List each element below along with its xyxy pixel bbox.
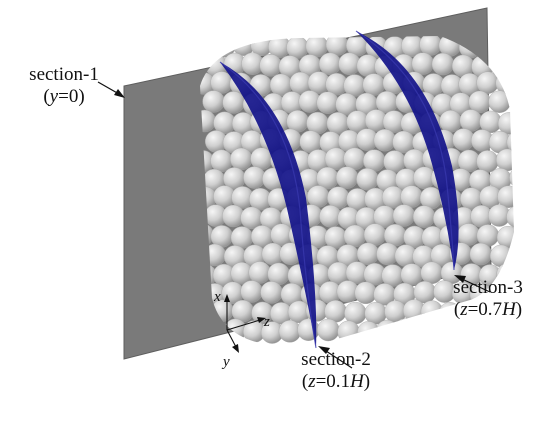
sphere (411, 52, 434, 75)
sphere (337, 320, 360, 343)
sphere (363, 223, 387, 246)
sphere (243, 166, 266, 189)
sphere (393, 318, 417, 341)
section-2-ring (220, 62, 317, 348)
sphere (489, 244, 513, 268)
sphere (469, 242, 492, 266)
sphere (318, 52, 342, 75)
sphere (439, 110, 462, 133)
sphere (419, 36, 442, 56)
sphere (324, 226, 347, 249)
sphere (430, 320, 453, 344)
sphere (335, 166, 359, 189)
sphere (506, 205, 514, 229)
sphere (509, 245, 514, 268)
sphere (508, 92, 514, 115)
sphere (431, 52, 455, 76)
section-3-arrow (454, 275, 491, 293)
sphere (476, 150, 499, 173)
sphere (202, 90, 225, 113)
section-3-ring-edge (355, 30, 455, 271)
sphere (200, 36, 216, 59)
sphere (357, 321, 380, 344)
sphere (356, 242, 380, 266)
sphere (381, 264, 404, 287)
axis-z-label: z (264, 314, 270, 330)
section-3-label: section-3 (z=0.7H) (432, 277, 544, 321)
sphere (343, 224, 366, 248)
sphere (498, 36, 514, 57)
sphere (260, 281, 283, 304)
sphere (356, 167, 379, 191)
sphere (317, 318, 340, 342)
sphere (259, 54, 282, 77)
sphere (286, 36, 309, 59)
sphere (362, 73, 385, 96)
sphere (507, 52, 514, 75)
section-1-label: section-1 (y=0) (6, 64, 122, 108)
sphere (305, 36, 328, 58)
sphere (230, 226, 254, 249)
sphere (490, 318, 513, 341)
sphere (411, 319, 435, 342)
sphere (450, 321, 473, 344)
sphere (222, 91, 245, 114)
section-2-condition: (z=0.1H) (301, 371, 371, 392)
sphere (497, 185, 514, 208)
section-2-name: section-2 (301, 349, 371, 370)
sphere (459, 109, 482, 132)
axis-y-label: y (223, 354, 230, 370)
section-2-arrow (318, 346, 353, 369)
sphere (325, 36, 349, 56)
sphere (496, 148, 514, 172)
sphere (489, 53, 512, 77)
section-1-arrow (97, 81, 125, 98)
sphere (497, 112, 514, 135)
axis-triad (224, 294, 266, 353)
sphere (307, 185, 330, 208)
section-3-name: section-3 (453, 277, 523, 298)
sphere (392, 204, 416, 227)
section-1-name: section-1 (29, 64, 99, 85)
sphere (457, 223, 480, 246)
sphere (229, 147, 253, 171)
sphere (412, 205, 436, 228)
sphere (376, 319, 399, 343)
sphere (509, 319, 514, 342)
section-2-label: section-2 (z=0.1H) (276, 349, 396, 393)
sphere (240, 280, 263, 303)
sphere (470, 319, 493, 342)
section-2-ring-edge (219, 61, 317, 349)
sphere (488, 90, 511, 113)
section-1-condition: (y=0) (43, 86, 85, 107)
sphere (509, 166, 514, 189)
sphere (476, 71, 499, 94)
section-3-condition: (z=0.7H) (453, 299, 523, 320)
sphere (248, 261, 271, 284)
sphere (354, 281, 377, 304)
sphere (400, 185, 423, 208)
sphere (400, 263, 423, 286)
axis-x-label: x (214, 289, 221, 305)
sphere (316, 91, 339, 114)
